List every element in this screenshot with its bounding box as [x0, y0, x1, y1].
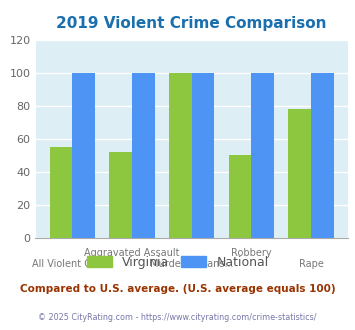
Text: Compared to U.S. average. (U.S. average equals 100): Compared to U.S. average. (U.S. average … [20, 284, 335, 294]
Title: 2019 Violent Crime Comparison: 2019 Violent Crime Comparison [56, 16, 327, 31]
Bar [169, 73, 192, 238]
Bar [229, 155, 251, 238]
Text: Rape: Rape [299, 259, 323, 269]
Text: All Violent Crime: All Violent Crime [32, 259, 113, 269]
Bar [132, 73, 155, 238]
Bar [72, 73, 95, 238]
Text: Aggravated Assault: Aggravated Assault [84, 248, 180, 257]
Bar [288, 109, 311, 238]
Text: Murder & Mans...: Murder & Mans... [150, 259, 234, 269]
Bar [50, 147, 72, 238]
Legend: Virginia, National: Virginia, National [83, 252, 272, 273]
Bar [311, 73, 334, 238]
Bar [109, 152, 132, 238]
Bar [192, 73, 214, 238]
Bar [251, 73, 274, 238]
Text: © 2025 CityRating.com - https://www.cityrating.com/crime-statistics/: © 2025 CityRating.com - https://www.city… [38, 313, 317, 322]
Text: Robbery: Robbery [231, 248, 272, 257]
